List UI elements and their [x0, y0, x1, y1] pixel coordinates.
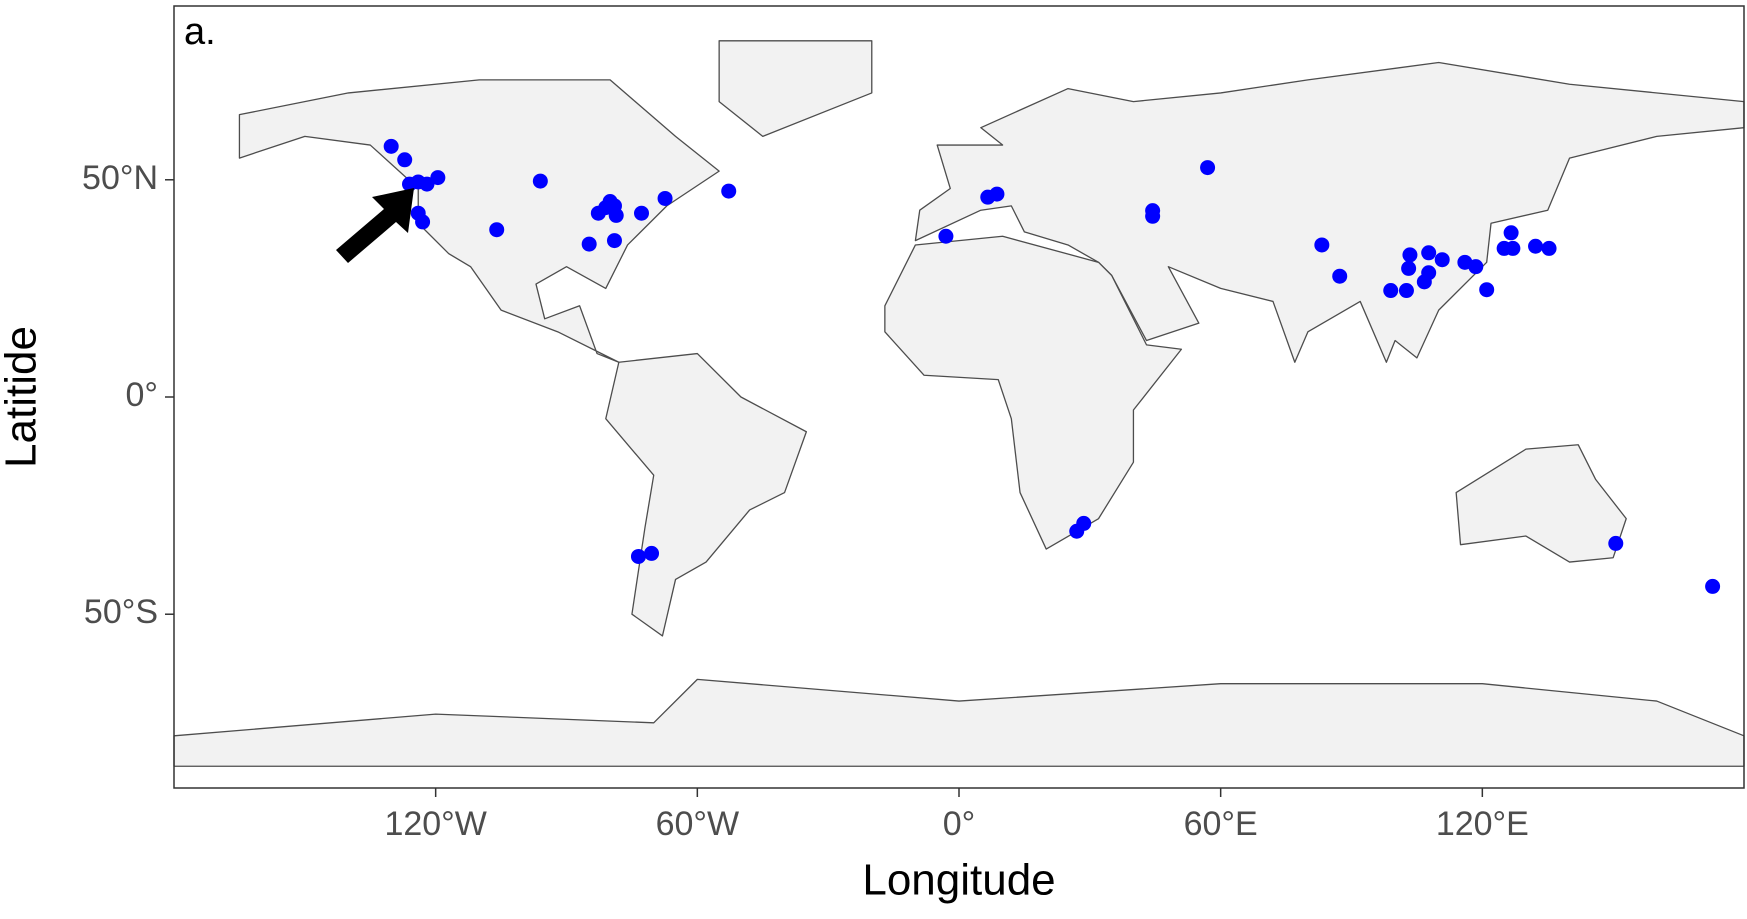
site-point: [1314, 237, 1330, 253]
x-tick-label: 0°: [943, 805, 976, 843]
site-point: [634, 205, 650, 221]
site-point: [630, 548, 646, 564]
site-point: [989, 186, 1005, 202]
x-tick-label: 60°W: [656, 805, 740, 843]
africa: [885, 236, 1182, 549]
site-point: [1503, 225, 1519, 241]
site-point: [1402, 247, 1418, 263]
x-tick-label: 60°E: [1184, 805, 1258, 843]
greenland: [719, 41, 872, 137]
y-axis-title: Latitide: [0, 326, 46, 468]
y-tick-label: 50°N: [82, 159, 158, 197]
site-point: [489, 222, 505, 238]
site-point: [1200, 160, 1216, 176]
points-layer: [383, 138, 1721, 594]
site-point: [383, 138, 399, 154]
x-tick-label: 120°W: [384, 805, 486, 843]
site-point: [419, 176, 435, 192]
site-point: [1398, 283, 1414, 299]
panel-label: a.: [184, 11, 216, 53]
site-point: [721, 183, 737, 199]
world-map: [174, 41, 1744, 766]
site-point: [430, 170, 446, 186]
site-point: [1416, 274, 1432, 290]
site-point: [532, 173, 548, 189]
site-point: [1145, 208, 1161, 224]
annotation-arrow: [336, 188, 414, 263]
site-point: [1383, 283, 1399, 299]
site-point: [1076, 515, 1092, 531]
site-point: [657, 190, 673, 206]
south-america: [606, 354, 807, 636]
site-point: [1541, 240, 1557, 256]
site-point: [644, 545, 660, 561]
site-point: [608, 207, 624, 223]
site-point: [1468, 259, 1484, 275]
site-point: [1401, 260, 1417, 276]
site-point: [1608, 535, 1624, 551]
x-tick-label: 120°E: [1436, 805, 1529, 843]
site-point: [1479, 282, 1495, 298]
site-point: [1332, 268, 1348, 284]
y-tick-label: 0°: [125, 376, 158, 414]
site-point: [1505, 240, 1521, 256]
site-point: [415, 214, 431, 230]
y-tick-label: 50°S: [84, 593, 158, 631]
x-axis-title: Longitude: [862, 856, 1055, 905]
site-point: [1421, 245, 1437, 261]
site-point: [581, 236, 597, 252]
site-point: [1705, 578, 1721, 594]
site-point: [606, 233, 622, 249]
site-point: [938, 228, 954, 244]
site-point: [1434, 252, 1450, 268]
site-point: [1528, 238, 1544, 254]
site-point: [397, 152, 413, 168]
